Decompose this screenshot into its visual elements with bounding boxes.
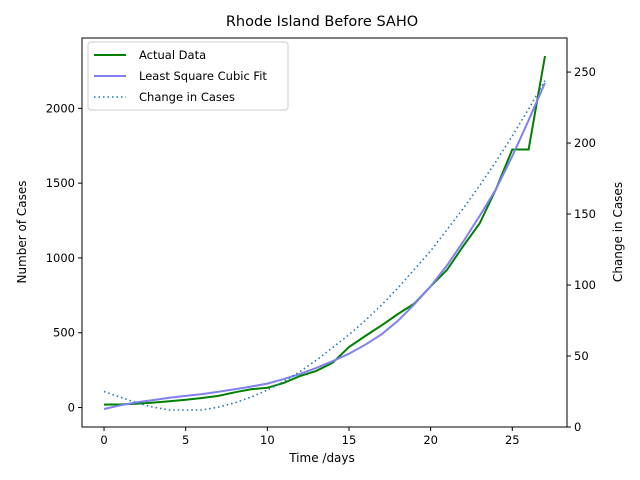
plot-frame [81, 37, 568, 428]
y-tick-label-left: 500 [53, 326, 75, 340]
y-axis-label-right: Change in Cases [611, 182, 625, 282]
series-line-0 [103, 55, 546, 406]
plot-lines [103, 55, 546, 411]
y-tick-label-right: 50 [574, 349, 589, 363]
x-tick-label: 0 [100, 433, 107, 447]
y-tick-label-right: 250 [574, 65, 596, 79]
y-tick-label-left: 1000 [46, 251, 75, 265]
y-tick-label-left: 0 [68, 401, 75, 415]
x-tick-label: 15 [342, 433, 357, 447]
y-axis-label-left: Number of Cases [15, 180, 29, 283]
legend: Actual Data Least Square Cubic Fit Change … [87, 41, 289, 111]
series-line-1 [103, 82, 546, 410]
y-tick-label-right: 0 [574, 420, 581, 434]
y-tick-label-right: 100 [574, 278, 596, 292]
x-tick-label: 5 [182, 433, 189, 447]
y-tick-label-right: 200 [574, 136, 596, 150]
y-tick-label-left: 2000 [46, 101, 75, 115]
x-axis-label: Time /days [288, 451, 355, 465]
chart-title: Rhode Island Before SAHO [226, 14, 418, 30]
legend-box [87, 41, 289, 111]
x-ticks: 0 5 10 15 20 25 [100, 427, 520, 447]
x-tick-label: 25 [505, 433, 520, 447]
legend-label-1: Least Square Cubic Fit [139, 69, 267, 83]
legend-label-2: Change in Cases [139, 90, 235, 104]
y-tick-label-left: 1500 [46, 176, 75, 190]
x-tick-label: 20 [423, 433, 438, 447]
legend-label-0: Actual Data [139, 48, 206, 62]
y-tick-label-right: 150 [574, 207, 596, 221]
y-ticks-right: 0 50 100 150 200 250 [567, 65, 596, 434]
y-ticks-left: 0 500 1000 1500 2000 [46, 101, 82, 415]
x-tick-label: 10 [260, 433, 275, 447]
series-line-2 [103, 80, 546, 411]
